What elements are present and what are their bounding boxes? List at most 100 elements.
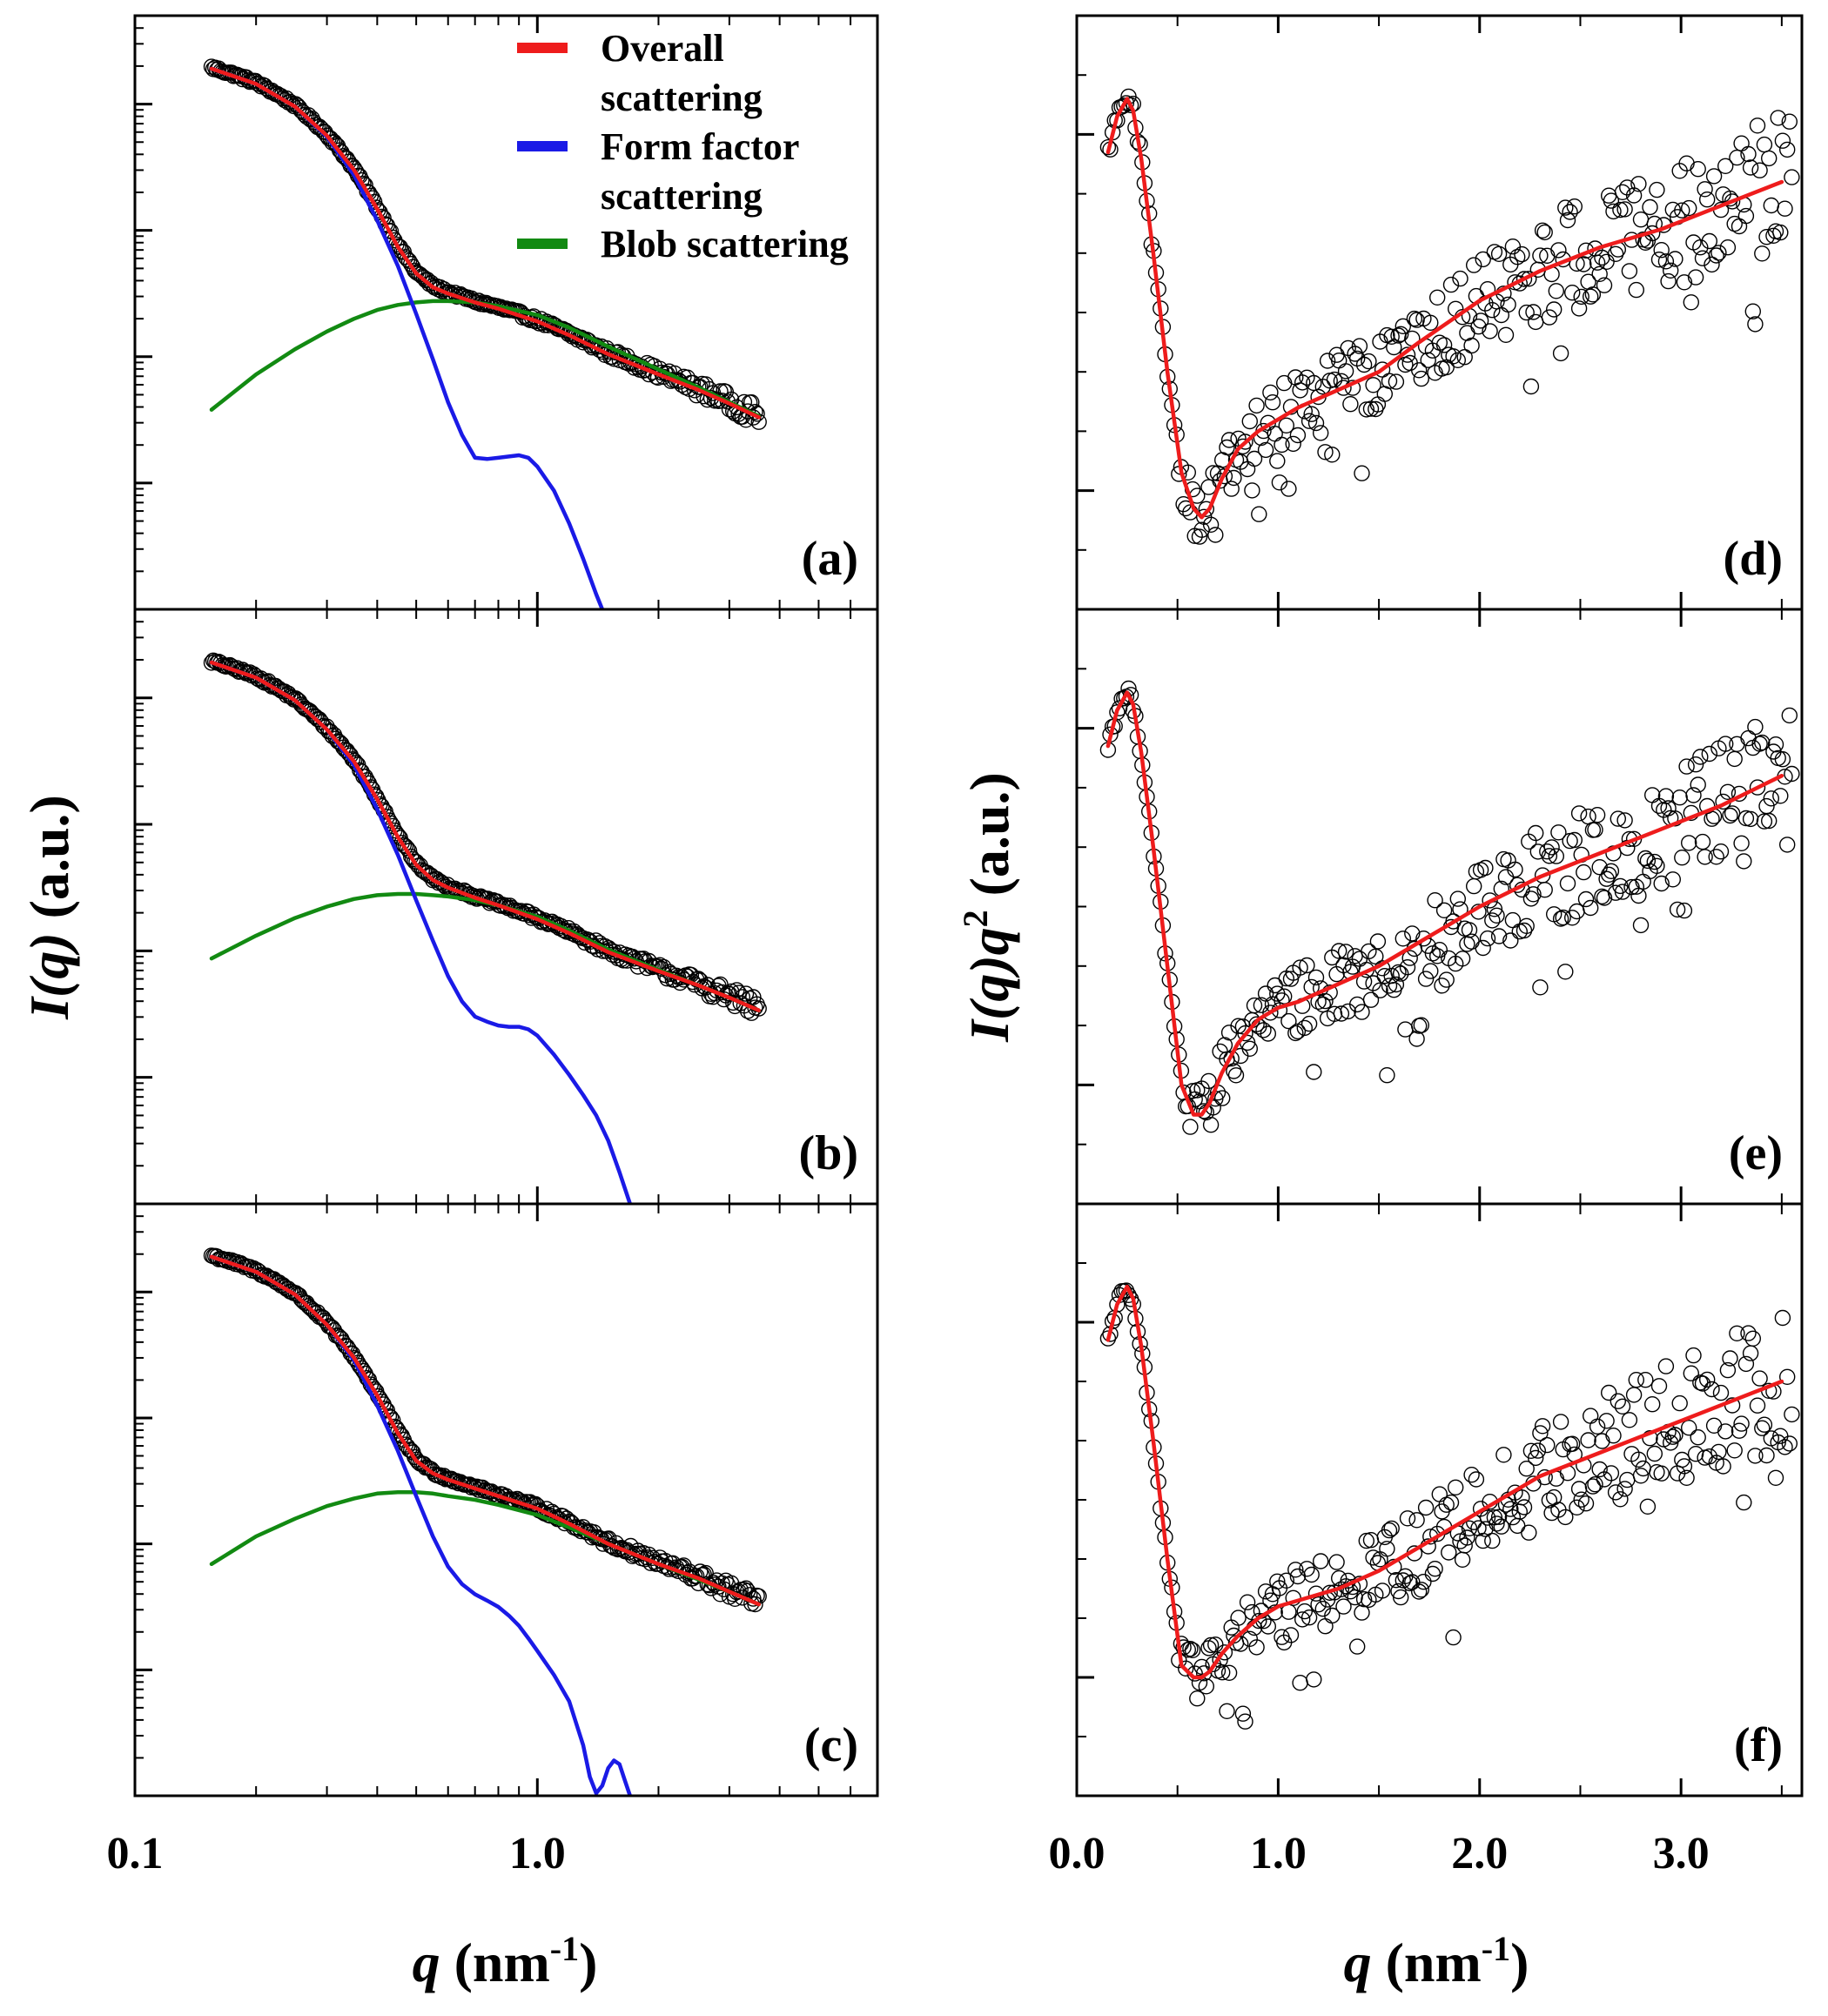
data-point <box>1330 943 1347 959</box>
panel-ticks <box>1075 15 1783 609</box>
data-point <box>1310 1596 1327 1613</box>
data-point <box>1435 337 1453 353</box>
data-point <box>1326 1005 1343 1023</box>
data-point <box>1550 824 1567 841</box>
data-point <box>1740 1325 1757 1341</box>
data-point <box>1534 1418 1551 1435</box>
data-point <box>1404 925 1421 942</box>
data-point <box>1246 997 1263 1014</box>
data-point <box>1749 779 1766 796</box>
data-point <box>1379 1066 1395 1084</box>
data-point <box>1241 1040 1259 1058</box>
data-point <box>1774 132 1791 149</box>
data-point <box>1573 1491 1589 1508</box>
data-point <box>1756 1416 1773 1433</box>
data-point <box>1262 384 1279 401</box>
data-point <box>1678 758 1695 775</box>
data-point <box>1244 482 1260 499</box>
data-point <box>1525 886 1542 903</box>
data-point <box>1374 1583 1391 1599</box>
data-point <box>1454 951 1471 967</box>
data-point <box>1726 215 1743 232</box>
data-point <box>1532 979 1549 996</box>
data-point <box>1557 1509 1574 1526</box>
panel-label: (d) <box>1724 532 1783 586</box>
data-point <box>1637 1371 1654 1388</box>
data-point <box>1239 1594 1256 1610</box>
data-point <box>1410 362 1428 379</box>
data-point <box>421 276 438 292</box>
data-point <box>1514 1489 1530 1506</box>
blob-scattering-line <box>209 1490 761 1607</box>
data-point <box>1630 887 1647 904</box>
data-points <box>1099 88 1800 545</box>
data-point <box>1383 1520 1400 1537</box>
data-point <box>392 1426 408 1443</box>
data-point <box>1434 1503 1450 1520</box>
data-point <box>1328 1554 1345 1570</box>
data-point <box>1312 1553 1329 1569</box>
data-point <box>1490 1509 1508 1525</box>
fit-lines <box>1106 1284 1784 1680</box>
data-point <box>1536 224 1553 241</box>
data-point <box>1650 1378 1668 1394</box>
data-point <box>1431 941 1448 958</box>
data-point <box>1701 232 1718 250</box>
data-point <box>1532 247 1549 264</box>
data-point <box>1271 474 1288 491</box>
data-point <box>1335 380 1352 396</box>
data-point <box>1515 271 1533 287</box>
panel-label: (f) <box>1734 1718 1783 1772</box>
data-point <box>1300 413 1318 429</box>
data-point <box>1767 736 1784 753</box>
data-point <box>1527 1449 1544 1467</box>
data-point <box>1742 810 1759 828</box>
data-point <box>1747 316 1764 333</box>
data-point <box>1442 1494 1460 1511</box>
data-point <box>1504 911 1522 929</box>
data-point <box>1294 1611 1311 1628</box>
data-point <box>1744 1330 1762 1347</box>
panel-f: (f) <box>1075 1202 1804 1798</box>
data-point <box>1442 276 1460 293</box>
data-point <box>1275 374 1293 392</box>
data-point <box>1569 1499 1585 1516</box>
data-point <box>1447 1479 1464 1496</box>
data-point <box>1300 1609 1318 1626</box>
data-point <box>1747 718 1764 736</box>
overall-fit-line <box>209 66 761 420</box>
data-point <box>1774 1309 1791 1327</box>
data-point <box>1662 262 1679 279</box>
data-points <box>203 652 767 1021</box>
fit-lines <box>1106 690 1784 1117</box>
data-point <box>1413 370 1430 387</box>
data-point <box>1484 912 1501 929</box>
data-point <box>1726 1442 1743 1459</box>
data-point <box>1589 807 1606 823</box>
data-point <box>1765 227 1782 244</box>
data-point <box>1704 256 1720 273</box>
data-point <box>1708 849 1724 865</box>
data-point <box>1509 249 1526 265</box>
data-point <box>1257 441 1274 459</box>
data-point <box>1175 1639 1192 1656</box>
data-point <box>1667 810 1684 827</box>
data-point <box>1369 933 1387 950</box>
x-tick-label: 1.0 <box>509 1829 566 1878</box>
data-point <box>1612 1491 1629 1508</box>
data-point <box>1630 1451 1647 1468</box>
data-point <box>1251 506 1267 522</box>
data-point <box>1479 1509 1496 1526</box>
blob-scattering-line <box>209 299 761 419</box>
data-point <box>1557 199 1574 216</box>
x-tick-label: 2.0 <box>1451 1829 1508 1878</box>
data-point <box>1420 352 1436 368</box>
data-point <box>745 989 762 1005</box>
overall-fit-line <box>1106 1284 1784 1680</box>
data-point <box>1747 1448 1764 1464</box>
data-point <box>1642 198 1658 216</box>
data-point <box>1401 950 1418 966</box>
data-point <box>1760 150 1778 167</box>
x-tick-label: 0.0 <box>1049 1829 1106 1878</box>
